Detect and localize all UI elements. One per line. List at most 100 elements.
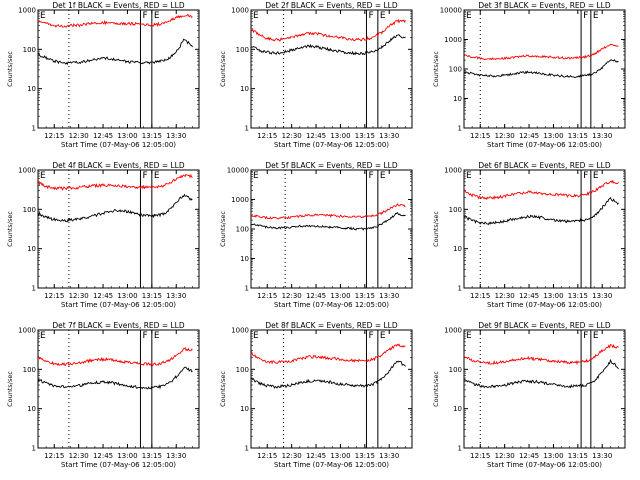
x-tick-label: 13:00 <box>117 132 137 140</box>
x-axis-label: Start Time (07-May-06 12:05:00) <box>487 301 602 309</box>
y-tick-label: 100 <box>23 206 36 214</box>
chart-panel-det-1: Det 1f BLACK = Events, RED = LLD 1 10 100 10… <box>6 1 200 149</box>
chart-title: Det 8f BLACK = Events, RED = LLD <box>265 321 398 330</box>
x-tick-label: 12:15 <box>44 452 64 460</box>
series-line-lld <box>463 343 619 365</box>
y-tick-label: 1000 <box>444 327 462 335</box>
y-tick-label: 100 <box>449 66 462 74</box>
x-tick-label: 12:30 <box>282 292 302 300</box>
x-tick-label: 12:15 <box>257 132 277 140</box>
x-axis-label: Start Time (07-May-06 12:05:00) <box>274 301 389 309</box>
x-tick-label: 13:00 <box>117 452 137 460</box>
series-line-events <box>250 211 406 231</box>
chart-panel-det-7: Det 7f BLACK = Events, RED = LLD 1 10 100 10… <box>6 321 200 469</box>
y-tick-label: 100 <box>236 366 249 374</box>
y-tick-label: 1 <box>245 125 249 133</box>
x-tick-label: 12:45 <box>306 132 326 140</box>
y-tick-label: 1000 <box>444 36 462 44</box>
y-tick-label: 100 <box>23 46 36 54</box>
chart-panel-det-3: Det 3f BLACK = Events, RED = LLD 1 10 100 10… <box>432 1 626 149</box>
plot-frame <box>37 169 200 289</box>
series-line-lld <box>37 13 193 28</box>
series-line-events <box>37 366 193 390</box>
y-tick-label: 10 <box>453 245 462 253</box>
x-tick-label: 13:30 <box>379 292 399 300</box>
marker-letter: F <box>583 11 588 21</box>
chart-title: Det 7f BLACK = Events, RED = LLD <box>52 321 185 330</box>
y-tick-label: 10 <box>240 405 249 413</box>
y-tick-label: 100 <box>236 226 249 234</box>
marker-letter: E <box>593 171 599 181</box>
x-tick-label: 13:15 <box>142 452 162 460</box>
y-tick-label: 1 <box>458 125 462 133</box>
x-tick-label: 13:00 <box>330 132 350 140</box>
y-tick-label: 10 <box>27 85 36 93</box>
chart-panel-det-4: Det 4f BLACK = Events, RED = LLD 1 10 100 10… <box>6 161 200 309</box>
y-tick-label: 1 <box>458 445 462 453</box>
x-tick-label: 12:45 <box>93 132 113 140</box>
y-tick-label: 100 <box>449 206 462 214</box>
y-tick-label: 1000 <box>444 167 462 175</box>
marker-letter: F <box>368 171 373 181</box>
y-tick-label: 1000 <box>231 7 249 15</box>
marker-letter: E <box>253 171 259 181</box>
y-tick-label: 100 <box>236 46 249 54</box>
marker-letter: E <box>253 11 259 21</box>
x-tick-label: 13:30 <box>166 132 186 140</box>
x-tick-label: 12:30 <box>69 132 89 140</box>
y-tick-label: 1 <box>245 285 249 293</box>
chart-title: Det 2f BLACK = Events, RED = LLD <box>265 1 398 10</box>
x-tick-label: 12:30 <box>69 452 89 460</box>
x-axis-label: Start Time (07-May-06 12:05:00) <box>61 461 176 469</box>
marker-letter: E <box>40 331 46 341</box>
y-axis-label: Counts/sec <box>6 51 14 87</box>
chart-panel-det-9: Det 9f BLACK = Events, RED = LLD 1 10 100 10… <box>432 321 626 469</box>
y-tick-label: 10 <box>453 405 462 413</box>
chart-title: Det 6f BLACK = Events, RED = LLD <box>478 161 611 170</box>
x-tick-label: 12:15 <box>470 132 490 140</box>
x-tick-label: 13:00 <box>543 132 563 140</box>
x-tick-label: 12:45 <box>519 452 539 460</box>
x-tick-label: 13:15 <box>355 452 375 460</box>
chart-panel-det-8: Det 8f BLACK = Events, RED = LLD 1 10 100 10… <box>219 321 413 469</box>
x-tick-label: 12:30 <box>495 452 515 460</box>
series-line-lld <box>250 203 406 220</box>
y-tick-label: 10 <box>27 405 36 413</box>
y-axis-label: Counts/sec <box>432 211 440 247</box>
x-tick-label: 13:30 <box>379 132 399 140</box>
x-tick-label: 13:30 <box>166 452 186 460</box>
marker-letter: E <box>380 171 386 181</box>
x-tick-label: 13:00 <box>543 452 563 460</box>
plot-frame <box>37 9 200 129</box>
x-tick-label: 12:15 <box>44 292 64 300</box>
y-tick-label: 100 <box>449 366 462 374</box>
series-line-lld <box>250 343 406 365</box>
marker-letter: E <box>154 11 160 21</box>
x-tick-label: 13:15 <box>568 132 588 140</box>
x-tick-label: 12:30 <box>282 452 302 460</box>
y-tick-label: 1 <box>458 285 462 293</box>
x-tick-label: 13:00 <box>330 292 350 300</box>
y-tick-label: 1000 <box>18 327 36 335</box>
series-line-events <box>37 193 193 223</box>
series-line-events <box>463 358 619 389</box>
series-line-lld <box>250 18 406 42</box>
y-tick-label: 100 <box>23 366 36 374</box>
x-tick-label: 12:45 <box>306 292 326 300</box>
x-tick-label: 13:15 <box>568 292 588 300</box>
x-tick-label: 12:15 <box>257 292 277 300</box>
chart-panel-det-6: Det 6f BLACK = Events, RED = LLD 1 10 100 10… <box>432 161 626 309</box>
series-line-events <box>250 360 406 389</box>
plot-frame <box>250 169 413 289</box>
y-tick-label: 1 <box>32 445 36 453</box>
y-tick-label: 10 <box>453 95 462 103</box>
x-tick-label: 13:30 <box>592 132 612 140</box>
y-tick-label: 10000 <box>227 167 249 175</box>
marker-letter: E <box>593 331 599 341</box>
chart-title: Det 1f BLACK = Events, RED = LLD <box>52 1 185 10</box>
chart-title: Det 3f BLACK = Events, RED = LLD <box>478 1 611 10</box>
y-axis-label: Counts/sec <box>432 51 440 87</box>
series-line-events <box>250 34 406 56</box>
marker-letter: E <box>380 11 386 21</box>
marker-letter: E <box>40 171 46 181</box>
